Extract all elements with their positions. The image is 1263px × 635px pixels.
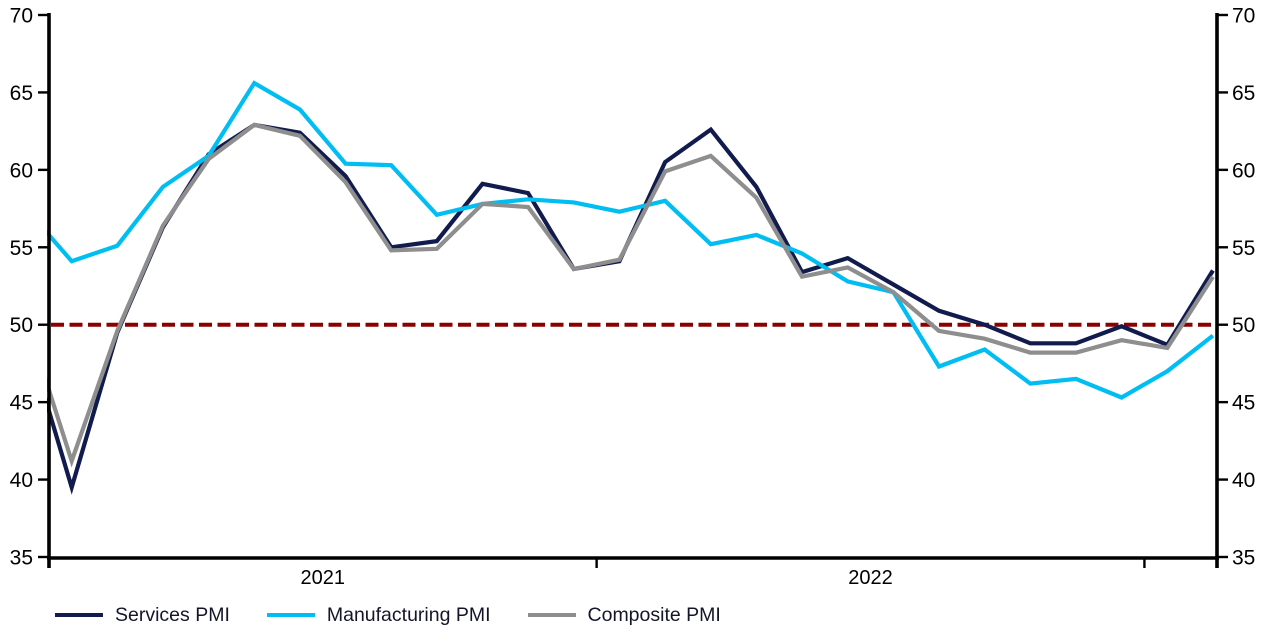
series-line-services-pmi [47,122,1215,495]
legend-label: Manufacturing PMI [326,604,491,626]
services-line-swatch [55,612,103,618]
legend-item-composite-pmi: Composite PMI [527,602,721,628]
manufacturing-line-swatch [266,612,315,618]
y-axis-label-left-55: 55 [10,237,33,260]
x-axis-year-label-2021: 2021 [300,567,345,589]
legend: Services PMI Manufacturing PMI Composite… [55,602,721,628]
y-axis-label-right-65: 65 [1232,82,1255,105]
y-axis-label-right-55: 55 [1232,237,1255,260]
y-axis-label-left-65: 65 [10,82,33,105]
y-axis-label-right-40: 40 [1232,469,1255,492]
y-axis-label-left-50: 50 [10,314,33,337]
series-line-manufacturing-pmi [47,80,1215,400]
y-axis-label-left-40: 40 [10,469,33,492]
y-axis-label-left-60: 60 [10,159,33,182]
legend-label: Composite PMI [587,604,721,626]
y-axis-label-left-45: 45 [10,392,33,415]
y-axis-label-right-60: 60 [1232,159,1255,182]
y-axis-label-left-70: 70 [10,5,33,28]
y-axis-label-right-50: 50 [1232,314,1255,337]
x-axis-year-label-2022: 2022 [848,567,893,589]
legend-item-services-pmi: Services PMI [55,602,230,628]
plot-area: 35 35 40 40 45 45 50 50 55 55 60 60 65 65 70 70 2021 2022 [10,5,1256,590]
legend-label: Services PMI [115,604,230,626]
y-axis-label-right-45: 45 [1232,392,1255,415]
y-axis-label-right-35: 35 [1232,547,1255,570]
composite-line-swatch [527,612,576,618]
legend-item-manufacturing-pmi: Manufacturing PMI [266,602,491,628]
series-line-composite-pmi [47,122,1215,468]
y-axis-label-left-35: 35 [10,547,33,570]
y-axis-label-right-70: 70 [1232,5,1255,28]
